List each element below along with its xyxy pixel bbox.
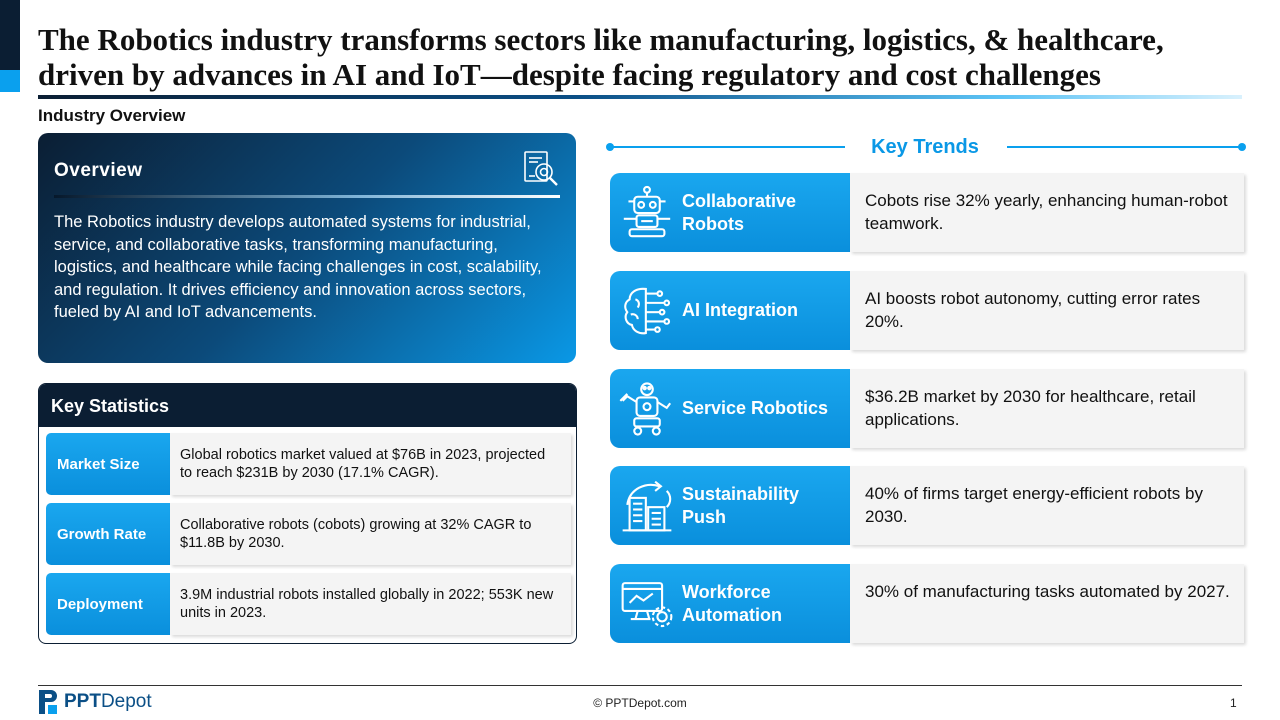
trend-ai-integration: AI Integration AI boosts robot autonomy,… <box>610 271 1244 350</box>
stat-text: Global robotics market valued at $76B in… <box>170 433 571 495</box>
trend-name: Service Robotics <box>682 398 829 418</box>
logo-wordmark: PPTDepot <box>64 691 152 713</box>
overview-divider <box>54 195 560 198</box>
overview-heading: Overview <box>54 160 143 181</box>
trend-name: Sustainability Push <box>682 483 800 527</box>
brain-circuit-icon <box>624 287 671 334</box>
trend-name: Workforce Automation <box>682 581 782 625</box>
trend-sustainability-push: Sustainability Push 40% of firms target … <box>610 466 1244 545</box>
key-statistics-panel: Key Statistics Market Size Global roboti… <box>38 383 577 644</box>
trends-line-dot-right <box>1238 143 1246 151</box>
page-number: 1 <box>1230 696 1237 710</box>
trend-header: Service Robotics <box>610 369 850 448</box>
corner-accent-dark <box>0 0 20 70</box>
footer-copyright: © PPTDepot.com <box>593 696 687 710</box>
pptdepot-logo: PPTDepot <box>38 689 152 715</box>
pptdepot-logo-icon <box>39 690 57 714</box>
stat-label: Market Size <box>46 433 170 495</box>
stat-label: Growth Rate <box>46 503 170 565</box>
trend-header: AI Integration <box>610 271 850 350</box>
key-trends-heading: Key Trends <box>871 136 979 158</box>
trend-description: 30% of manufacturing tasks automated by … <box>850 564 1244 643</box>
trend-name: AI Integration <box>682 300 798 320</box>
overview-card: Overview The Robotics industry develops … <box>38 133 576 363</box>
trend-header: Sustainability Push <box>610 466 850 545</box>
trend-description: AI boosts robot autonomy, cutting error … <box>850 271 1244 350</box>
stat-row-deployment: Deployment 3.9M industrial robots instal… <box>46 573 571 635</box>
robot-icon <box>623 185 671 237</box>
trend-header: Collaborative Robots <box>610 173 850 252</box>
key-statistics-heading: Key Statistics <box>39 384 576 427</box>
trend-collaborative-robots: Collaborative Robots Cobots rise 32% yea… <box>610 173 1244 252</box>
overview-text: The Robotics industry develops automated… <box>54 213 542 321</box>
document-magnifier-icon <box>524 151 558 186</box>
trends-line-right <box>1007 146 1242 148</box>
stat-text: 3.9M industrial robots installed globall… <box>170 573 571 635</box>
monitor-gear-icon <box>621 581 673 627</box>
stat-row-growth-rate: Growth Rate Collaborative robots (cobots… <box>46 503 571 565</box>
trend-name: Collaborative Robots <box>682 190 797 234</box>
logo-regular-text: Depot <box>100 691 152 712</box>
corner-accent-blue <box>0 70 20 92</box>
title-divider <box>38 95 1242 99</box>
trend-service-robotics: Service Robotics $36.2B market by 2030 f… <box>610 369 1244 448</box>
stat-text: Collaborative robots (cobots) growing at… <box>170 503 571 565</box>
trend-description: Cobots rise 32% yearly, enhancing human-… <box>850 173 1244 252</box>
green-building-icon <box>622 480 672 531</box>
trend-workforce-automation: Workforce Automation 30% of manufacturin… <box>610 564 1244 643</box>
stat-row-market-size: Market Size Global robotics market value… <box>46 433 571 495</box>
slide-title: The Robotics industry transforms sectors… <box>38 22 1164 92</box>
trend-description: 40% of firms target energy-efficient rob… <box>850 466 1244 545</box>
trend-description: $36.2B market by 2030 for healthcare, re… <box>850 369 1244 448</box>
section-label: Industry Overview <box>38 106 186 125</box>
logo-bold-text: PPT <box>64 691 101 712</box>
stat-label: Deployment <box>46 573 170 635</box>
service-robot-icon <box>619 381 672 436</box>
footer-divider <box>38 685 1242 686</box>
trends-line-left <box>610 146 845 148</box>
trend-header: Workforce Automation <box>610 564 850 643</box>
